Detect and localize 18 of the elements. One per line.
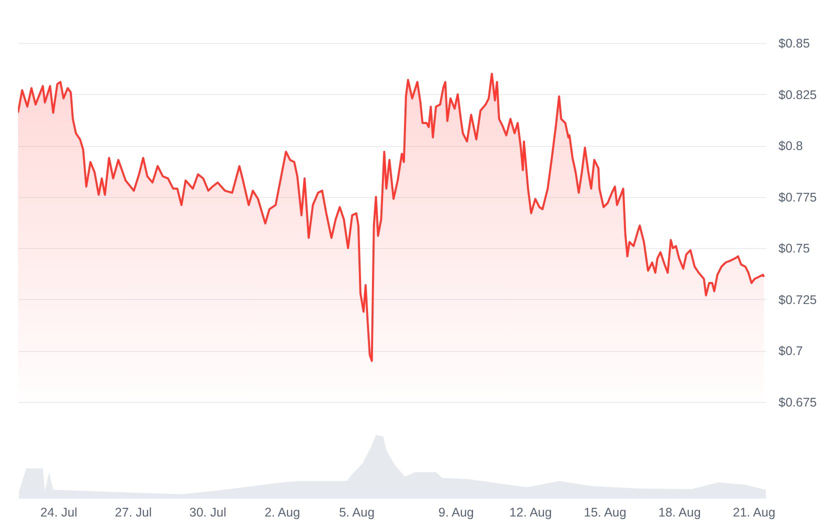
y-tick-label: $0.85 <box>778 36 810 50</box>
x-tick-label: 30. Jul <box>189 506 226 520</box>
x-tick-label: 24. Jul <box>40 506 78 520</box>
x-tick-label: 15. Aug <box>584 506 626 520</box>
y-tick-label: $0.75 <box>778 242 810 256</box>
y-tick-label: $0.675 <box>778 396 817 410</box>
x-tick-label: 27. Jul <box>114 506 152 520</box>
x-tick-label: 9. Aug <box>438 506 474 520</box>
y-tick-label: $0.825 <box>778 88 817 102</box>
x-tick-label: 12. Aug <box>509 506 552 520</box>
x-tick-label: 5. Aug <box>339 506 375 520</box>
y-tick-label: $0.725 <box>778 292 817 307</box>
x-tick-label: 2. Aug <box>264 506 300 520</box>
x-tick-label: 21. Aug <box>732 506 776 520</box>
y-tick-label: $0.8 <box>778 139 803 154</box>
x-tick-label: 18. Aug <box>658 506 701 520</box>
y-tick-label: $0.7 <box>778 344 803 358</box>
y-tick-label: $0.775 <box>778 190 817 204</box>
